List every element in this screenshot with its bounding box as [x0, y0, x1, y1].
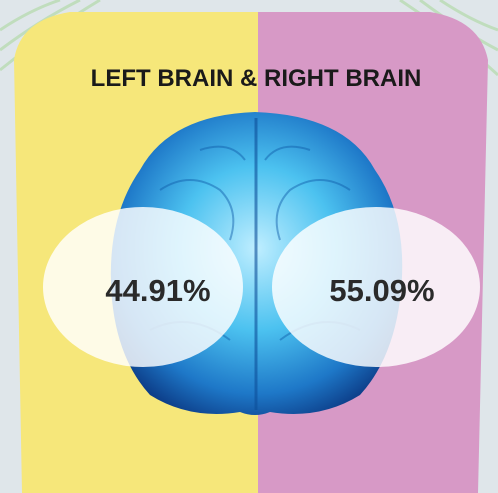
infographic: LEFT BRAIN & RIGHT BRAIN 44.91% 55.09% — [0, 0, 498, 493]
title: LEFT BRAIN & RIGHT BRAIN — [91, 65, 422, 92]
right-percentage: 55.09% — [329, 273, 434, 308]
left-percentage: 44.91% — [105, 273, 210, 308]
page: {"title": "LEFT BRAIN & RIGHT BRAIN", "l… — [0, 0, 498, 493]
